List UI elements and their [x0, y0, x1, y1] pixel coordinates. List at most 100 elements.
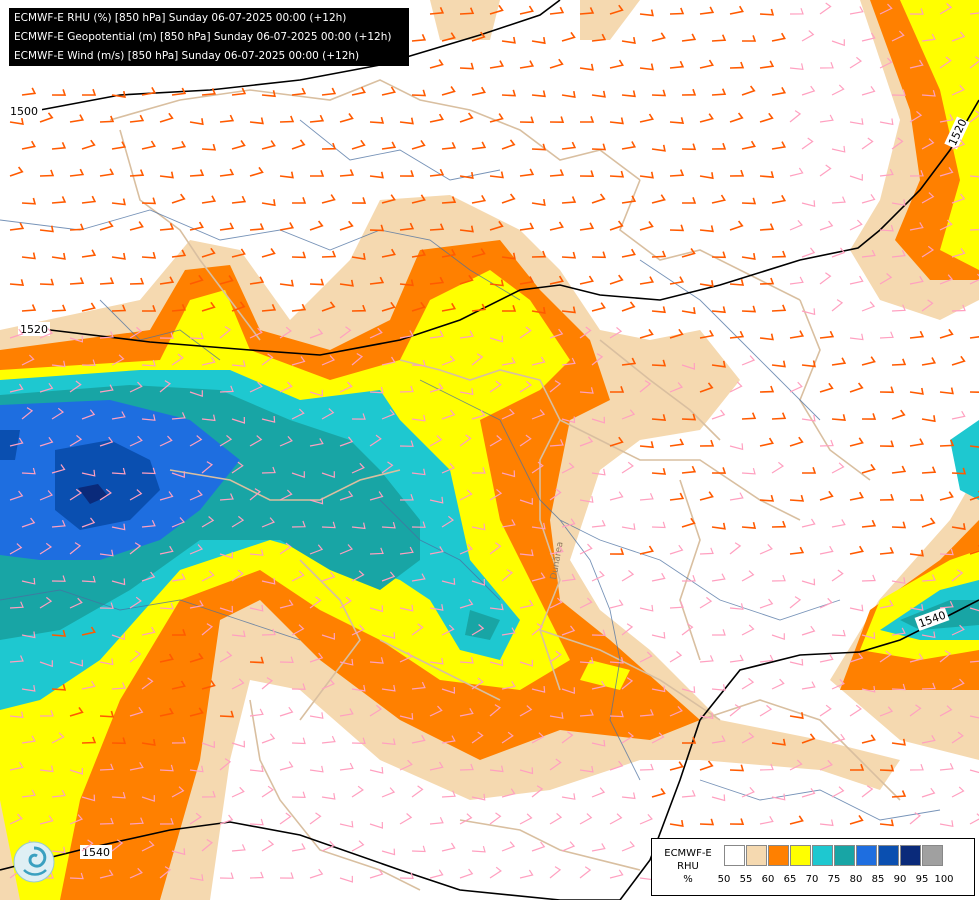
wind-barb	[969, 110, 979, 123]
wind-barb	[129, 326, 143, 339]
wind-barb	[639, 493, 654, 501]
wind-barb	[399, 440, 414, 447]
wind-barb	[159, 435, 173, 447]
wind-barb	[849, 704, 862, 717]
wind-barb	[549, 712, 564, 719]
wind-barb	[69, 872, 84, 880]
wind-barb	[141, 251, 157, 259]
wind-barb	[111, 633, 125, 641]
wind-barb	[519, 705, 533, 717]
wind-barb	[591, 33, 607, 42]
wind-barb	[261, 353, 274, 366]
wind-barb	[969, 607, 979, 612]
wind-barb	[69, 223, 85, 231]
wind-barb	[201, 570, 215, 582]
wind-barb	[369, 766, 384, 774]
wind-barb	[591, 302, 606, 312]
wind-barb	[651, 89, 667, 97]
wind-barb	[531, 250, 547, 258]
wind-barb	[51, 846, 66, 854]
wind-barb	[789, 436, 804, 447]
wind-barb	[819, 653, 834, 663]
wind-barb	[561, 793, 576, 800]
wind-barb	[729, 818, 745, 826]
wind-barb	[489, 812, 502, 825]
wind-barb	[879, 546, 895, 555]
wind-barb	[879, 764, 895, 772]
wind-barb	[81, 680, 96, 690]
wind-barb	[669, 819, 684, 827]
wind-barb	[369, 434, 382, 447]
wind-barb	[111, 578, 126, 586]
wind-barb	[609, 491, 624, 501]
wind-barb	[309, 868, 324, 879]
wind-barb	[291, 471, 305, 479]
legend-title-model: ECMWF-E	[664, 848, 712, 859]
wind-barb	[699, 760, 714, 771]
wind-barb	[621, 90, 636, 98]
wind-barb	[441, 842, 456, 852]
wind-barb	[339, 658, 354, 666]
wind-barb	[849, 545, 864, 555]
wind-barb	[951, 731, 964, 744]
wind-barb	[39, 112, 54, 123]
wind-barb	[249, 871, 264, 879]
header-line-geopotential: ECMWF-E Geopotential (m) [850 hPa] Sunda…	[14, 31, 392, 43]
wind-barb	[951, 467, 967, 475]
wind-barb	[279, 706, 294, 717]
wind-barb	[249, 549, 264, 556]
wind-barb	[879, 386, 895, 394]
wind-barb	[459, 62, 475, 70]
wind-barb	[789, 63, 804, 70]
wind-barb	[741, 412, 757, 420]
wind-barb	[561, 841, 576, 852]
wind-barb	[201, 516, 215, 528]
header-line-wind: ECMWF-E Wind (m/s) [850 hPa] Sunday 06-0…	[14, 50, 360, 62]
wind-barb	[51, 789, 66, 798]
wind-barb	[489, 704, 502, 717]
wind-barb	[609, 117, 624, 125]
wind-barb	[549, 380, 562, 393]
wind-barb	[69, 706, 84, 717]
wind-barb	[819, 2, 832, 15]
wind-barb	[69, 168, 85, 177]
wind-barb	[681, 197, 697, 204]
wind-barb	[111, 467, 126, 475]
wind-barb	[69, 434, 83, 447]
wind-barb	[381, 521, 396, 529]
wind-barb	[39, 278, 55, 286]
wind-barb	[471, 303, 487, 312]
wind-barb	[351, 684, 366, 692]
wind-barb	[309, 328, 324, 339]
wind-barb	[459, 763, 474, 771]
wind-barb	[39, 225, 54, 233]
wind-barb	[159, 653, 174, 663]
wind-barb	[219, 872, 234, 879]
wind-barb	[489, 60, 505, 69]
wind-barb	[189, 332, 204, 340]
wind-barb	[579, 496, 594, 503]
wind-barb	[621, 409, 636, 420]
wind-barb	[21, 631, 36, 639]
wind-barb	[21, 304, 37, 312]
wind-barb	[231, 360, 246, 367]
wind-barb	[411, 573, 426, 582]
wind-barb	[309, 544, 324, 555]
wind-barb	[681, 790, 696, 798]
wind-barb	[699, 596, 713, 609]
wind-barb	[291, 303, 307, 312]
model-logo-icon	[12, 840, 56, 884]
wind-barb	[159, 707, 174, 717]
wind-barb	[429, 6, 445, 15]
wind-barb	[399, 279, 414, 287]
wind-barb	[651, 467, 667, 475]
wind-barb	[339, 436, 354, 447]
wind-barb	[231, 569, 244, 582]
wind-barb	[291, 87, 307, 96]
wind-barb	[399, 651, 413, 663]
wind-barb	[141, 359, 156, 367]
wind-barb	[771, 461, 785, 474]
wind-barb	[951, 678, 965, 690]
wind-barb	[351, 522, 366, 530]
wind-barb	[891, 683, 906, 691]
